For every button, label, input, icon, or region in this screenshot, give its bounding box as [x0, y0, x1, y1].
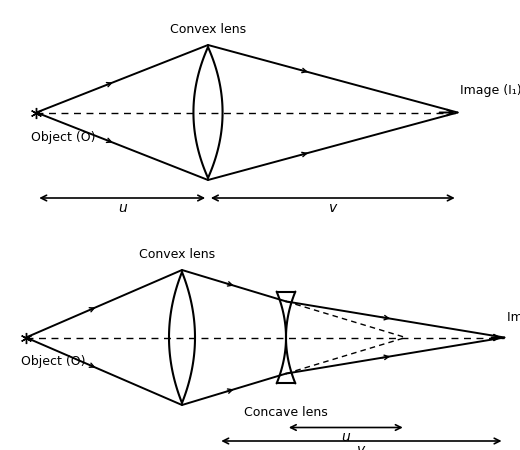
Text: Convex lens: Convex lens — [139, 248, 215, 261]
Text: u: u — [118, 201, 126, 215]
Text: v: v — [329, 201, 337, 215]
Text: Image (I₁): Image (I₁) — [460, 84, 520, 97]
Text: Convex lens: Convex lens — [170, 23, 246, 36]
Text: Object (O): Object (O) — [31, 130, 96, 144]
Text: Image (I₂): Image (I₂) — [507, 311, 520, 324]
Text: u: u — [342, 430, 350, 444]
Text: Object (O): Object (O) — [21, 356, 85, 369]
Text: v: v — [357, 444, 366, 450]
Text: Concave lens: Concave lens — [244, 406, 328, 419]
